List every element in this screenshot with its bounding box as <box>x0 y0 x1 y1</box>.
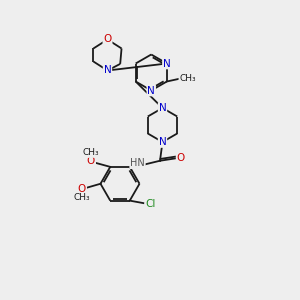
Text: O: O <box>177 153 185 163</box>
Text: Cl: Cl <box>145 200 156 209</box>
Text: N: N <box>103 65 111 76</box>
Text: O: O <box>103 34 112 44</box>
Text: O: O <box>87 156 95 166</box>
Text: CH₃: CH₃ <box>179 74 196 82</box>
Text: N: N <box>147 85 155 95</box>
Text: CH₃: CH₃ <box>74 194 90 202</box>
Text: N: N <box>163 58 171 68</box>
Text: CH₃: CH₃ <box>83 148 99 157</box>
Text: HN: HN <box>130 158 145 168</box>
Text: O: O <box>78 184 86 194</box>
Text: N: N <box>159 103 167 113</box>
Text: N: N <box>159 137 167 147</box>
